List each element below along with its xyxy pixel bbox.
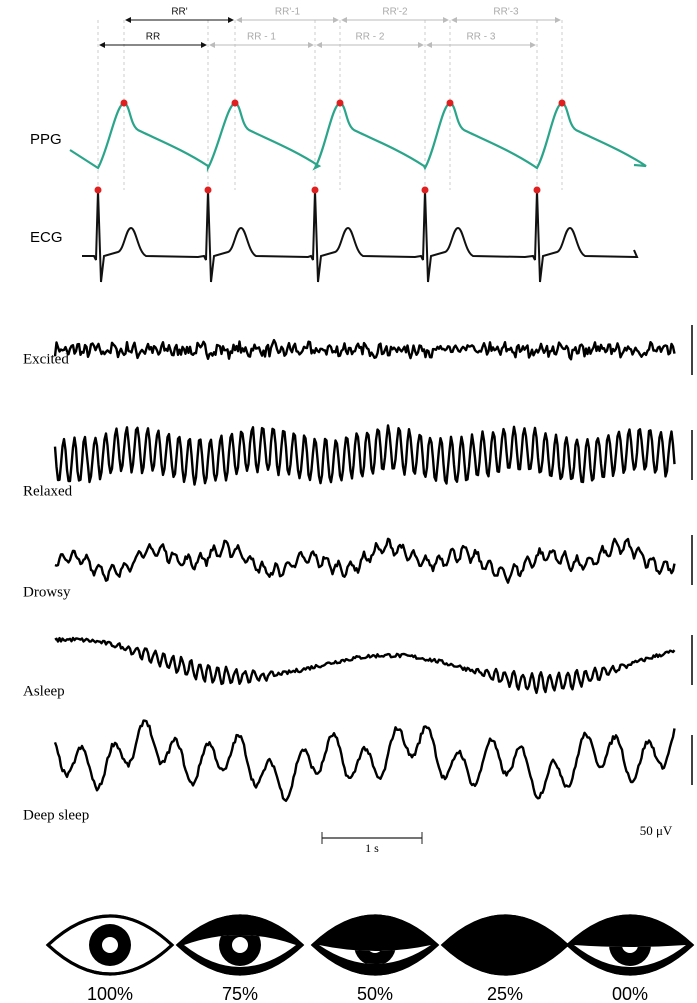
eye-openness-label: 00% [612, 984, 648, 1003]
eye-outline [313, 916, 437, 974]
ppg-wave [70, 103, 646, 168]
ppg-peak [447, 100, 454, 107]
eeg-state-label: Asleep [23, 683, 65, 699]
ecg-peak [312, 187, 319, 194]
ecg-wave [82, 190, 637, 282]
iris-ring [232, 937, 248, 953]
eeg-trace [55, 638, 675, 693]
eeg-state-label: Relaxed [23, 483, 73, 499]
ppg-peak [121, 100, 128, 107]
ecg-label: ECG [30, 229, 63, 246]
eye-openness-label: 100% [87, 984, 133, 1003]
rr-label: RR [146, 32, 160, 43]
ecg-peak [205, 187, 212, 194]
ppg-peak [559, 100, 566, 107]
rr-prime-label: RR'-3 [493, 7, 519, 18]
rr-label: RR - 3 [467, 32, 496, 43]
ppg-peak [232, 100, 239, 107]
eeg-state-label: Excited [23, 351, 69, 367]
rr-prime-label: RR' [171, 7, 187, 18]
rr-label: RR - 1 [247, 32, 276, 43]
eeg-state-label: Deep sleep [23, 807, 89, 823]
amplitude-scale-label: 50 μV [640, 823, 673, 838]
ppg-label: PPG [30, 131, 62, 148]
rr-label: RR - 2 [356, 32, 385, 43]
eeg-state-label: Drowsy [23, 584, 71, 600]
rr-prime-label: RR'-1 [275, 7, 301, 18]
ppg-peak [337, 100, 344, 107]
eye-openness-label: 75% [222, 984, 258, 1003]
eeg-trace [55, 721, 675, 801]
ecg-peak [422, 187, 429, 194]
ecg-peak [95, 187, 102, 194]
eye-outline [443, 916, 567, 974]
eye-iris [89, 924, 131, 966]
eye-openness-label: 25% [487, 984, 523, 1003]
eye-openness-label: 50% [357, 984, 393, 1003]
eeg-trace [55, 340, 675, 359]
time-scale-label: 1 s [365, 841, 379, 855]
figure: PPG ECG 1 s 50 μV RR' RR RR'-1 RR - 1 RR'-2 R… [0, 0, 697, 1003]
iris-ring [102, 937, 118, 953]
eeg-trace [55, 539, 675, 583]
ecg-peak [534, 187, 541, 194]
rr-prime-label: RR'-2 [382, 7, 408, 18]
eeg-trace [55, 425, 675, 484]
